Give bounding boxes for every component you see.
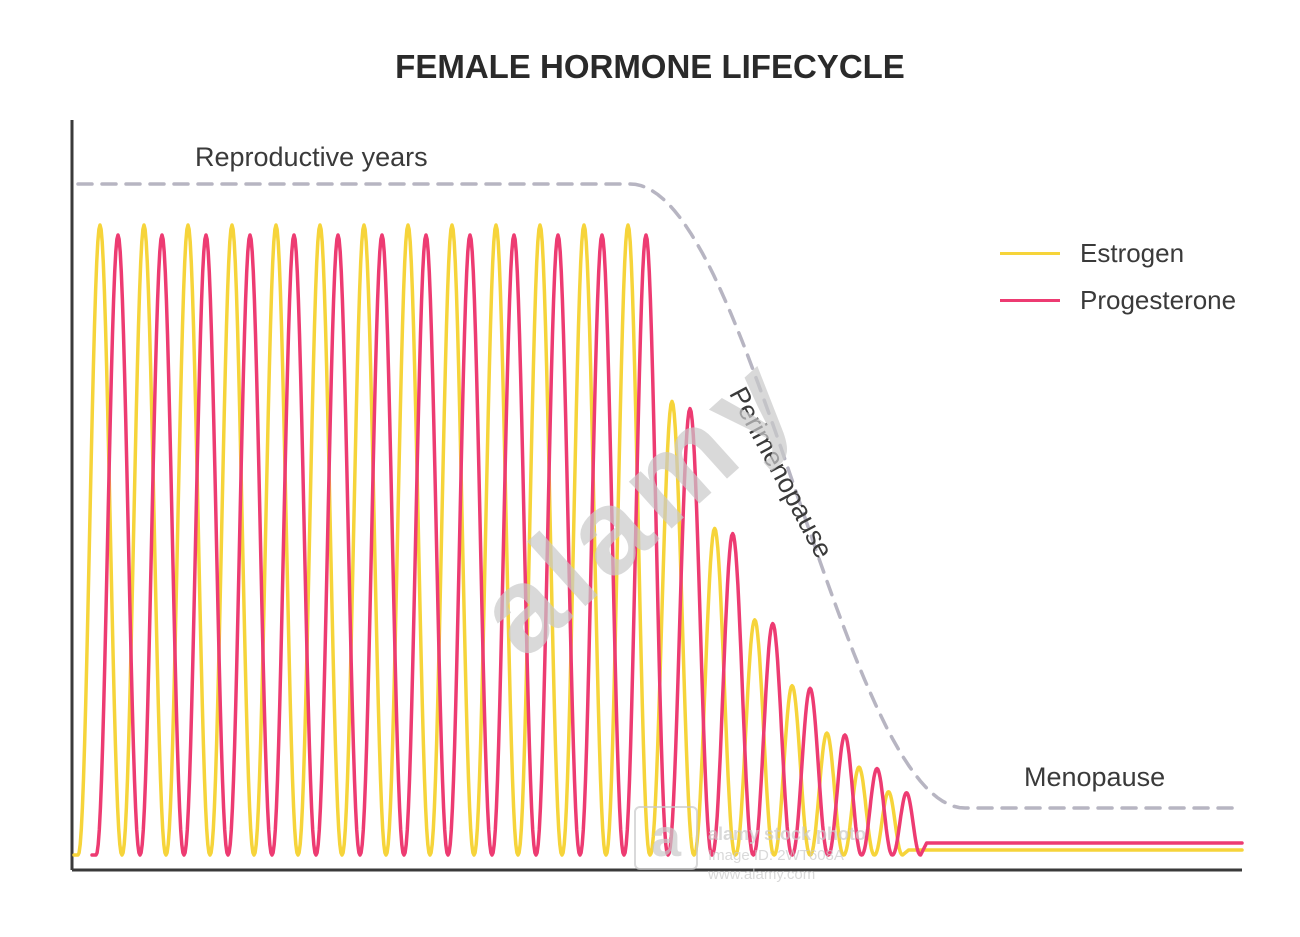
legend-item-estrogen: Estrogen: [1000, 238, 1236, 269]
legend-label-estrogen: Estrogen: [1080, 238, 1184, 269]
legend-label-progesterone: Progesterone: [1080, 285, 1236, 316]
watermark-sub3: www.alamy.com: [708, 866, 815, 883]
watermark-logo: a: [634, 806, 698, 870]
phase-label-menopause: Menopause: [1024, 762, 1165, 793]
legend-item-progesterone: Progesterone: [1000, 285, 1236, 316]
hormone-chart: FEMALE HORMONE LIFECYCLE Reproductive ye…: [0, 0, 1300, 937]
legend: Estrogen Progesterone: [1000, 238, 1236, 332]
watermark-sub1: alamy stock photo: [708, 824, 866, 845]
legend-swatch-progesterone: [1000, 299, 1060, 302]
legend-swatch-estrogen: [1000, 252, 1060, 255]
watermark-sub2: Image ID: 2WT608A: [708, 847, 844, 864]
phase-label-reproductive: Reproductive years: [195, 142, 428, 173]
